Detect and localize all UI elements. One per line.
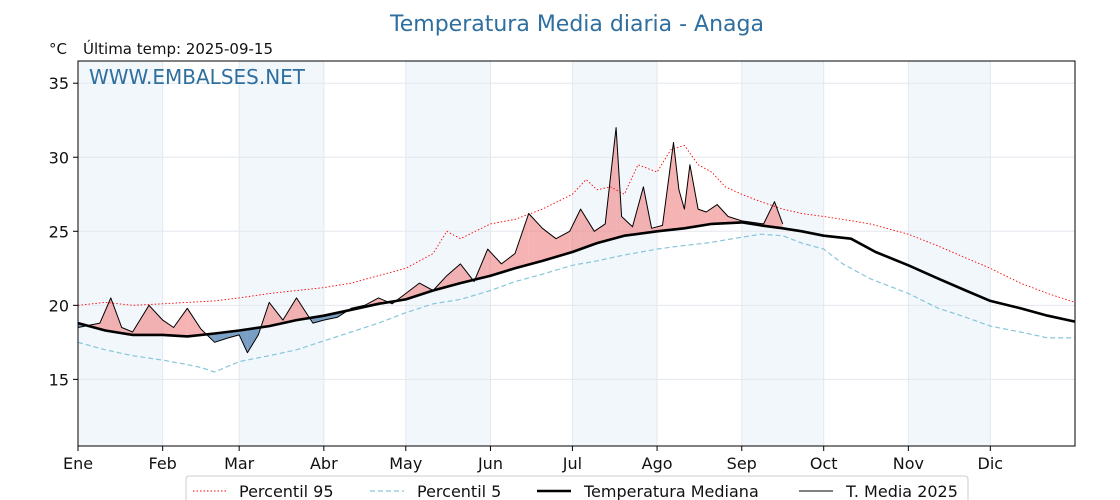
month-band	[78, 61, 163, 446]
y-tick-label: 30	[49, 148, 69, 167]
y-tick-label: 25	[49, 222, 69, 241]
x-tick-label: Ene	[63, 454, 93, 473]
x-tick-label: Nov	[893, 454, 924, 473]
month-bands	[78, 61, 991, 446]
y-tick-label: 35	[49, 74, 69, 93]
above-median-fill	[149, 305, 163, 335]
below-median-fill	[239, 329, 248, 353]
above-median-fill	[569, 209, 581, 253]
y-tick-label: 20	[49, 296, 69, 315]
above-median-fill	[269, 302, 283, 327]
above-median-fill	[717, 204, 729, 224]
series-lines	[77, 127, 1076, 373]
percentil-5-line	[77, 233, 1075, 373]
mediana-line	[77, 221, 1076, 338]
legend-box	[185, 475, 969, 500]
x-tick-label: Dic	[978, 454, 1004, 473]
above-median-fill	[446, 263, 461, 287]
y-axis: 15 20 25 30 35	[49, 74, 78, 389]
month-band	[908, 61, 991, 446]
legend: Percentil 95 Percentil 5 Temperatura Med…	[185, 475, 969, 500]
x-tick-label: Ago	[642, 454, 673, 473]
month-band	[239, 61, 324, 446]
month-band	[741, 61, 824, 446]
x-tick-label: Feb	[149, 454, 177, 473]
above-median-fill	[487, 249, 502, 277]
watermark: WWW.EMBALSES.NET	[89, 65, 306, 89]
legend-label-p5: Percentil 5	[417, 482, 501, 500]
below-median-fill	[214, 331, 229, 343]
above-median-fill	[632, 186, 644, 235]
above-median-fill	[556, 231, 570, 257]
above-median-fill	[515, 213, 529, 269]
x-tick-label: Jun	[477, 454, 503, 473]
above-median-fill	[594, 223, 606, 245]
above-median-fill	[706, 204, 718, 225]
x-axis: Ene Feb Mar Abr May Jun Jul Ago Sep Oct Nov Dic	[63, 446, 1003, 473]
y-unit-label: °C	[49, 40, 67, 58]
legend-label-median: Temperatura Mediana	[583, 482, 759, 500]
above-median-fill	[580, 209, 595, 250]
above-median-fill	[501, 253, 515, 273]
below-median-fill	[247, 327, 259, 353]
last-temp-label: Última temp: 2025-09-15	[83, 39, 273, 58]
plot-frame	[77, 60, 1076, 447]
above-median-fill	[684, 164, 690, 229]
grid-lines	[78, 61, 1075, 446]
above-median-fill	[173, 308, 188, 337]
legend-label-p95: Percentil 95	[239, 482, 334, 500]
above-median-fill	[162, 320, 174, 336]
above-median-fill	[187, 308, 201, 337]
x-tick-label: Abr	[310, 454, 338, 473]
x-tick-label: Jul	[562, 454, 582, 473]
above-median-fill	[673, 142, 679, 230]
percentil-95-line	[77, 144, 1076, 306]
y-tick-label: 15	[49, 370, 69, 389]
month-band	[572, 61, 658, 446]
above-median-fill	[678, 189, 685, 229]
chart-title: Temperatura Media diaria - Anaga	[389, 12, 764, 37]
above-median-fill	[528, 213, 543, 265]
x-tick-label: Mar	[224, 454, 255, 473]
above-median-fill	[689, 164, 699, 228]
above-median-fill	[419, 283, 434, 295]
above-median-fill	[99, 297, 111, 332]
above-median-fill	[621, 216, 633, 237]
above-median-fill	[698, 209, 707, 227]
x-tick-label: Oct	[810, 454, 838, 473]
x-tick-label: May	[389, 454, 422, 473]
x-tick-label: Sep	[727, 454, 757, 473]
media-2025-line	[77, 127, 784, 354]
month-band	[405, 61, 491, 446]
legend-label-current: T. Media 2025	[845, 482, 958, 500]
